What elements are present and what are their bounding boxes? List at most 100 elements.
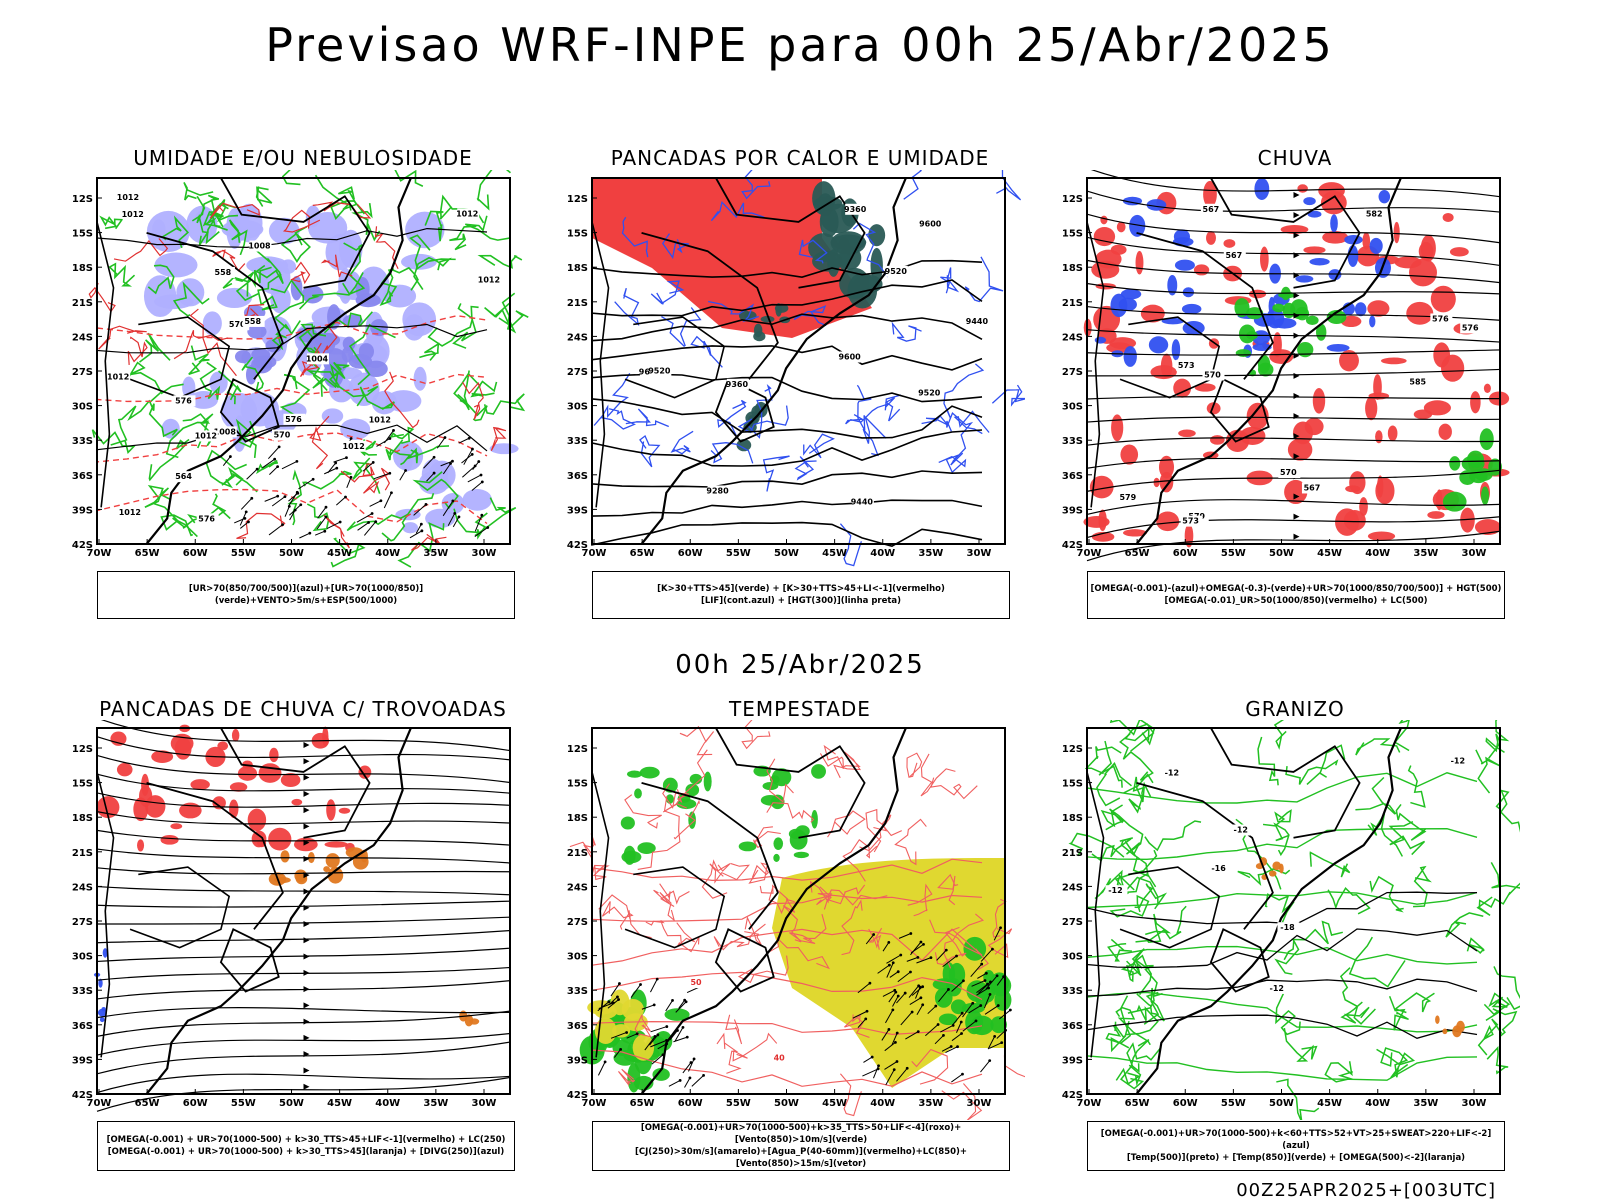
wind850-green-sw [627, 1063, 641, 1093]
hgt500-streamline [1086, 190, 1501, 213]
contour-label-bg [845, 203, 868, 215]
thickness-red-contour [113, 238, 169, 262]
storm-orange [280, 850, 290, 863]
lon-label: 60W [1173, 1098, 1198, 1109]
wind-vector-head [244, 510, 248, 514]
contour-label-bg [1202, 369, 1225, 381]
contour-label: 1012 [456, 209, 478, 218]
uruguay-border [714, 378, 775, 443]
lon-label: 55W [1221, 548, 1246, 559]
contour-label: 570 [1204, 371, 1221, 380]
humidity-green-contour [228, 219, 248, 256]
rain-red [1194, 383, 1216, 392]
rain-red [1297, 184, 1308, 193]
wind-vector-sw-head [639, 983, 642, 986]
temp850-green-contour [1466, 937, 1485, 954]
wind-vector-head [996, 1004, 1000, 1007]
rain-red [1210, 435, 1225, 445]
contour-label: 1012 [107, 372, 129, 381]
contour-label: 567 [1304, 483, 1321, 492]
storm-orange [323, 866, 330, 873]
wind-vector [474, 515, 483, 532]
wind-vector-head [344, 495, 347, 499]
wind-vector [956, 1021, 962, 1033]
wind-vector-head [909, 970, 912, 974]
wind-vector-sw [688, 1058, 695, 1072]
thickness-red-contour [299, 361, 320, 377]
rain-red [1430, 285, 1456, 313]
hgt500-streamline-arrow [1293, 433, 1300, 440]
lat-label: 12S [567, 194, 588, 205]
humidity-green-contour [453, 508, 488, 540]
contour-label: 9440 [851, 498, 874, 507]
thickness-line [96, 373, 488, 403]
wind-vector-head [905, 1066, 909, 1070]
lc250-streamline-arrow [303, 1067, 310, 1074]
wind-vector-head [916, 955, 920, 959]
humidity-lavender [143, 275, 177, 318]
wind-vector-head [936, 1023, 940, 1026]
heat-teal-area [827, 249, 840, 277]
hgt500-streamline-arrow [1293, 413, 1300, 420]
contour-label-bg [173, 471, 196, 483]
wind-vector [413, 504, 427, 516]
wind-vector [881, 1029, 890, 1041]
water-red-contour [748, 862, 770, 884]
temp850-line [1086, 772, 1478, 804]
contour-label: 570 [1280, 468, 1297, 477]
panel-1-legend-line-1: [UR>70(850/700/500)](azul)+[UR>70(1000/8… [188, 584, 424, 606]
lat-label: 39S [72, 1055, 93, 1066]
border [641, 782, 779, 930]
hgt300-line [591, 429, 983, 467]
lif-blue-contour [856, 384, 872, 431]
wind-vector-sw [650, 1026, 667, 1033]
rain-red [1140, 304, 1165, 323]
wind-vector-head [349, 475, 353, 479]
panel-6-legend: [OMEGA(-0.001)+UR>70(1000-500)+k<60+TTS>… [1087, 1121, 1505, 1171]
lon-label: 45W [327, 1098, 352, 1109]
wind-vector [472, 461, 480, 471]
temp850-green-contour [1483, 992, 1511, 1016]
lc250-streamline-arrow [303, 904, 310, 911]
water-red-contour [732, 1032, 778, 1062]
contour-label-bg [108, 371, 131, 383]
lon-label: 60W [678, 548, 703, 559]
hgt500-streamline-arrow [1293, 312, 1300, 319]
humidity-blue [358, 343, 374, 361]
wind-vector [442, 463, 451, 475]
wind-vector [898, 933, 912, 939]
rain-blue [1146, 199, 1167, 211]
wind-vector-sw [607, 999, 619, 1009]
omega-orange-ocean [1442, 1028, 1448, 1035]
humidity-green-contour [172, 281, 210, 317]
contour-label: 567 [1203, 205, 1220, 214]
state-border [1210, 177, 1361, 289]
wind-vector-head [281, 523, 285, 527]
lon-label: 60W [678, 1098, 703, 1109]
lif-blue-contour [737, 405, 789, 434]
humidity-green-contour [381, 492, 435, 542]
wind-vector-sw [678, 999, 686, 1009]
humidity-green-contour [329, 361, 350, 380]
humidity-green-contour [470, 380, 498, 398]
temp850-green-contour [1107, 938, 1132, 962]
lon-label: 60W [183, 548, 208, 559]
contour-label: 579 [1119, 493, 1136, 502]
rain-red [1160, 353, 1173, 379]
wind-vector [369, 500, 382, 507]
humidity-lavender [340, 418, 371, 440]
wind-vector-head [988, 1059, 992, 1063]
lon-label: 65W [1125, 548, 1150, 559]
wind-vector-head [334, 461, 338, 465]
panel-2-legend: [K>30+TTS>45](verde) + [K>30+TTS>45+LI<-… [592, 571, 1010, 619]
wind-vector-sw-head [618, 982, 621, 985]
lat-label: 39S [72, 505, 93, 516]
thickness-red-contour [384, 371, 420, 429]
lif-blue-contour [707, 300, 759, 323]
rain-red [1093, 226, 1116, 247]
lif-blue-contour [593, 372, 631, 426]
wind-vector [298, 478, 314, 490]
state-border [1210, 727, 1361, 839]
humidity-lavender [161, 418, 180, 439]
thickness-red-contour [98, 325, 147, 350]
